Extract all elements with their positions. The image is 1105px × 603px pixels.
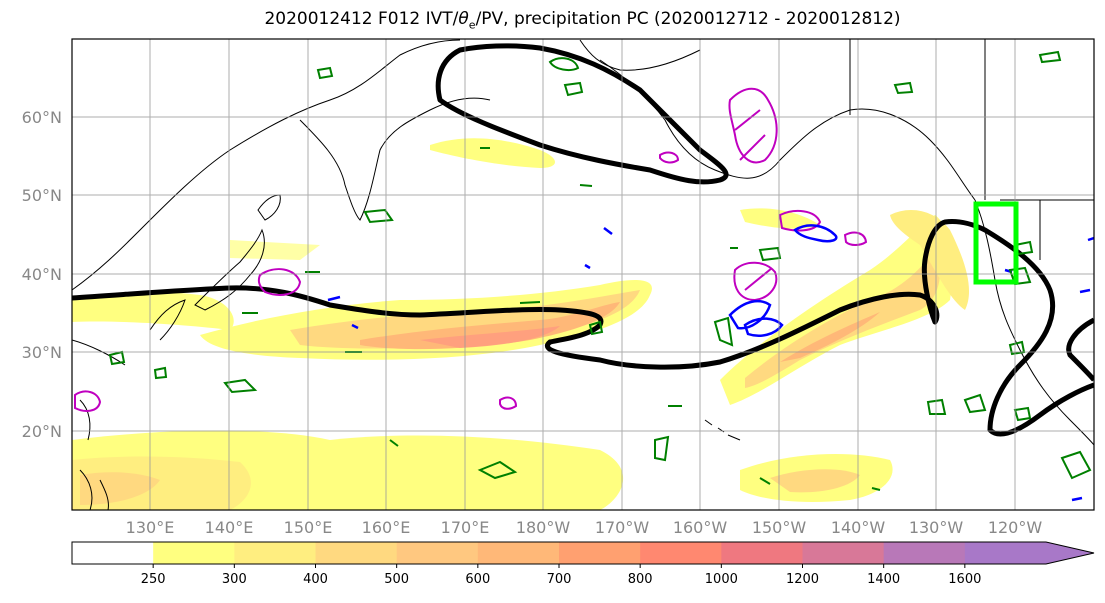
colorbar-level-label: 500 (384, 572, 409, 587)
colorbar-level-label: 600 (465, 572, 490, 587)
ivt-250-contour (72, 43, 1094, 437)
colorbar-extend-max (1046, 542, 1094, 564)
colorbar-level-label: 800 (628, 572, 653, 587)
colorbar-segment (315, 542, 398, 564)
colorbar-level-label: 300 (222, 572, 247, 587)
plot-title: 2020012412 F012 IVT/θe/PV, precipitation… (264, 9, 901, 32)
lon-label-140e: 140°E (205, 518, 254, 537)
lon-label-160w: 160°W (673, 518, 728, 537)
lon-label-130e: 130°E (126, 518, 175, 537)
lon-label-180w: 180°W (516, 518, 571, 537)
lon-label-150w: 150°W (752, 518, 807, 537)
colorbar-labels: 250 300 400 500 600 700 800 1000 1200 1400 1600 (141, 564, 981, 587)
lat-label-20n: 20°N (22, 422, 62, 441)
lon-label-140w: 140°W (831, 518, 886, 537)
colorbar-level-label: 1000 (705, 572, 738, 587)
colorbar-segment (234, 542, 316, 564)
focus-region-box (973, 201, 1019, 285)
colorbar-segment (802, 542, 885, 564)
lon-label-120w: 120°W (988, 518, 1043, 537)
lat-label-60n: 60°N (22, 108, 62, 127)
colorbar-level-label: 1200 (786, 572, 819, 587)
colorbar-level-label: 250 (141, 572, 166, 587)
colorbar-segment (477, 542, 560, 564)
lat-label-40n: 40°N (22, 265, 62, 284)
colorbar-segment (72, 542, 154, 564)
colorbar-segment (559, 542, 641, 564)
map-frame (71, 38, 1095, 511)
lon-label-150e: 150°E (284, 518, 333, 537)
colorbar-segment (964, 542, 1047, 564)
colorbar-level-label: 1400 (867, 572, 900, 587)
colorbar-level-label: 400 (303, 572, 328, 587)
theta-e-contours (327, 224, 1094, 502)
lat-label-30n: 30°N (22, 343, 62, 362)
colorbar-segments (72, 542, 1094, 564)
lon-label-160e: 160°E (362, 518, 411, 537)
colorbar-segment (721, 542, 803, 564)
lon-label-170e: 170°E (441, 518, 490, 537)
colorbar-segment (153, 542, 235, 564)
lat-label-50n: 50°N (22, 186, 62, 205)
lon-label-130w: 130°W (909, 518, 964, 537)
lon-label-170w: 170°W (595, 518, 650, 537)
colorbar-outline (71, 541, 1095, 565)
graticule (72, 39, 1094, 510)
pv-contours (74, 87, 868, 412)
colorbar-level-label: 700 (547, 572, 572, 587)
colorbar-segment (883, 542, 966, 564)
colorbar-level-label: 1600 (948, 572, 981, 587)
coastlines (72, 39, 1094, 510)
colorbar-segment (396, 542, 479, 564)
colorbar-segment (640, 542, 722, 564)
